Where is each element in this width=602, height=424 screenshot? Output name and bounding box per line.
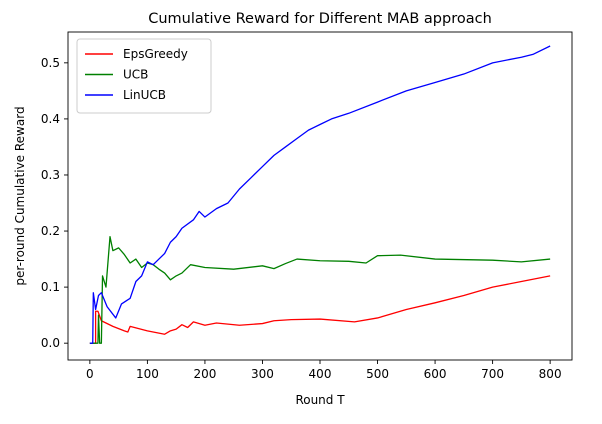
series-line-epsgreedy <box>89 275 551 344</box>
y-tick-label: 0.4 <box>41 112 60 126</box>
chart-title: Cumulative Reward for Different MAB appr… <box>148 11 492 27</box>
x-tick-label: 300 <box>251 367 274 381</box>
x-tick-label: 500 <box>366 367 389 381</box>
legend-label-linucb: LinUCB <box>123 88 166 102</box>
legend: EpsGreedy UCB LinUCB <box>76 38 212 114</box>
y-axis-label: per-round Cumulative Reward <box>13 106 27 285</box>
x-tick-label: 600 <box>424 367 447 381</box>
x-tick-label: 200 <box>193 367 216 381</box>
series-line-ucb <box>89 236 551 344</box>
series-layer <box>89 45 551 344</box>
x-tick-label: 400 <box>309 367 332 381</box>
y-tick-label: 0.1 <box>41 280 60 294</box>
x-axis-label: Round T <box>295 393 345 407</box>
series-line-linucb <box>89 45 551 344</box>
x-tick-label: 700 <box>481 367 504 381</box>
x-tick-label: 100 <box>136 367 159 381</box>
x-tick-label: 0 <box>86 367 94 381</box>
y-tick-label: 0.2 <box>41 224 60 238</box>
y-tick-label: 0.0 <box>41 336 60 350</box>
y-tick-label: 0.3 <box>41 168 60 182</box>
legend-label-epsgreedy: EpsGreedy <box>123 47 188 61</box>
x-tick-label: 800 <box>539 367 562 381</box>
y-tick-label: 0.5 <box>41 56 60 70</box>
ticks-layer: 0 100 200 300 400 500 600 700 800 0.0 0.1 0.2 0.3 0.4… <box>41 56 562 381</box>
legend-label-ucb: UCB <box>123 68 148 82</box>
